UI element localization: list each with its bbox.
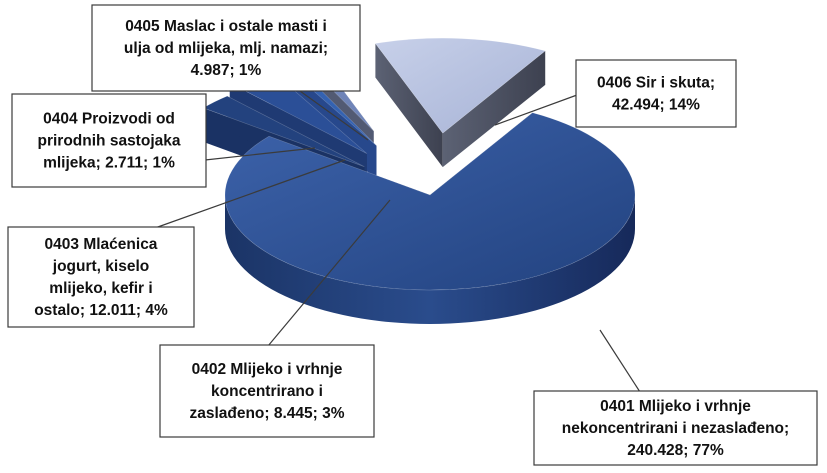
data-label-0406: 0406 Sir i skuta; 42.494; 14% (575, 59, 737, 128)
data-label-box-0402 (159, 344, 375, 438)
data-label-line-0403-1: jogurt, kiselo (52, 258, 149, 275)
data-label-line-0402-1: koncentrirano i (211, 383, 323, 400)
data-label-0402: 0402 Mlijeko i vrhnje koncentrirano i zasl… (159, 344, 375, 438)
data-label-box-0405 (91, 4, 361, 92)
pie-slice-top-0406 (374, 37, 546, 134)
data-label-0403: 0403 Mlaćenica jogurt, kiselo mlijeko, kef… (7, 226, 195, 328)
data-label-0405: 0405 Maslac i ostale masti i ulja od mlij… (91, 4, 361, 92)
leader-line-0403 (154, 159, 346, 229)
data-label-line-0401-0: 0401 Mlijeko i vrhnje (600, 398, 751, 415)
leader-line-0401 (599, 329, 641, 393)
leader-line-0404 (204, 147, 316, 161)
data-label-line-0402-2: zaslađeno; 8.445; 3% (189, 405, 344, 422)
pie-slice-0406 (374, 37, 546, 168)
data-label-line-0401-1: nekoncentrirani i nezaslađeno; (562, 420, 789, 437)
data-label-line-0403-3: ostalo; 12.011; 4% (34, 302, 168, 319)
pie-slice-top-0401 (224, 112, 636, 291)
data-label-box-0401 (533, 390, 818, 466)
leader-line-0405 (299, 90, 369, 141)
data-label-line-0406-0: 0406 Sir i skuta; (597, 75, 715, 92)
data-label-line-0404-1: prirodnih sastojaka (38, 133, 181, 150)
data-label-line-0401-2: 240.428; 77% (627, 442, 724, 459)
data-label-line-0405-0: 0405 Maslac i ostale masti i (125, 18, 327, 35)
data-label-line-0403-2: mlijeko, kefir i (49, 280, 152, 297)
leader-line-0402 (267, 199, 391, 347)
data-label-line-0403-0: 0403 Mlaćenica (45, 236, 158, 253)
data-label-line-0404-0: 0404 Proizvodi od (43, 111, 175, 128)
data-label-line-0402-0: 0402 Mlijeko i vrhnje (192, 361, 343, 378)
pie-slice-wall-0406-0 (375, 43, 443, 168)
data-label-box-0403 (7, 226, 195, 328)
data-label-line-0405-2: 4.987; 1% (191, 62, 262, 79)
leader-line-0406 (494, 94, 578, 126)
data-label-0401: 0401 Mlijeko i vrhnje nekoncentrirani i n… (533, 390, 818, 466)
pie-slice-side-0401-0 (225, 195, 635, 324)
data-label-line-0406-1: 42.494; 14% (612, 97, 700, 114)
data-label-box-0406 (575, 59, 737, 128)
data-label-line-0404-2: mlijeka; 2.711; 1% (43, 155, 175, 172)
pie-slice-wall-0406-1 (442, 50, 546, 168)
data-label-line-0405-1: ulja od mlijeka, mlj. namazi; (124, 40, 328, 57)
data-label-box-0404 (11, 93, 207, 188)
data-label-0404: 0404 Proizvodi od prirodnih sastojaka mlij… (11, 93, 207, 188)
pie-slice-0401 (224, 112, 636, 324)
